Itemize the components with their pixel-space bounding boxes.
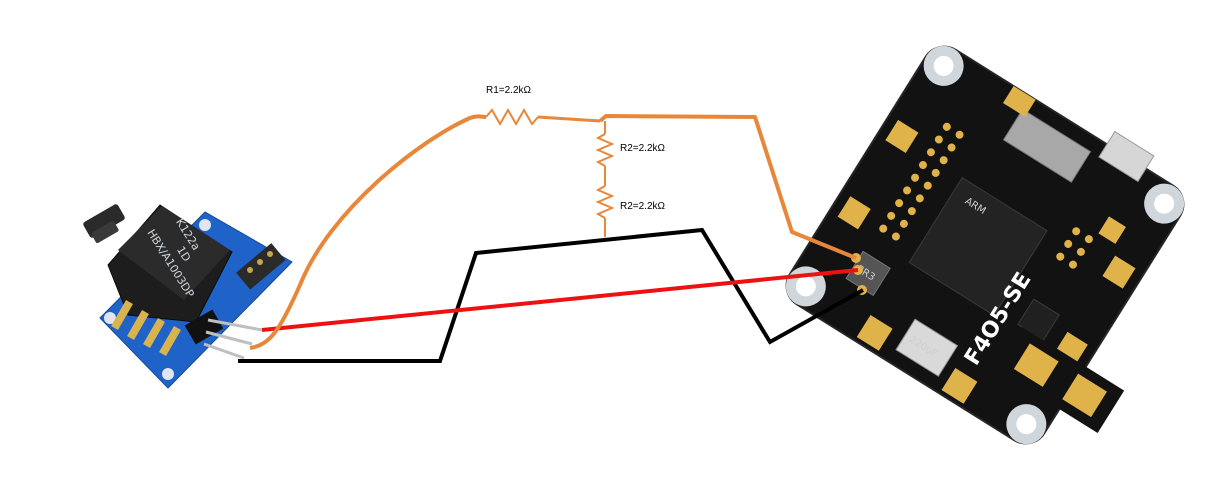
sensor-mount-hole-3: [199, 219, 211, 231]
r2-upper-label: R2=2.2kΩ: [620, 143, 666, 154]
pressure-port: [83, 204, 125, 243]
sensor-mount-hole-1: [104, 312, 116, 324]
pressure-sensor: K122a 1D HBX/A1003DP: [83, 204, 293, 389]
resistor-r1: [485, 107, 539, 127]
signal-wire-to-r1: [249, 114, 487, 350]
signal-wire-to-fc: [598, 114, 857, 260]
power-wire: [261, 268, 859, 332]
power-pad-positive: [1062, 373, 1107, 418]
capacitor: [895, 318, 959, 377]
ground-wire: [238, 227, 864, 363]
mcu-chip: [908, 177, 1048, 317]
sensor-side-header: [236, 243, 286, 290]
sensor-mount-hole-2: [162, 368, 174, 380]
power-pad-negative: [1013, 343, 1059, 387]
usb-port: [1098, 130, 1155, 183]
sensor-legs: [111, 300, 181, 356]
r1-label: R1=2.2kΩ: [486, 85, 532, 96]
resistor-r2-upper: [595, 133, 615, 167]
flight-controller: ARM 220uF: [785, 45, 1185, 445]
sensor-output-pins: [184, 309, 263, 360]
sensor-body-top: [118, 206, 230, 300]
r2-lower-label: R2=2.2kΩ: [620, 201, 666, 212]
sd-card-slot: [1002, 108, 1092, 183]
signal-wire-r1-to-junction: [537, 115, 601, 123]
fc-mount-holes: [785, 45, 1185, 445]
resistor-r2-lower: [595, 185, 615, 219]
